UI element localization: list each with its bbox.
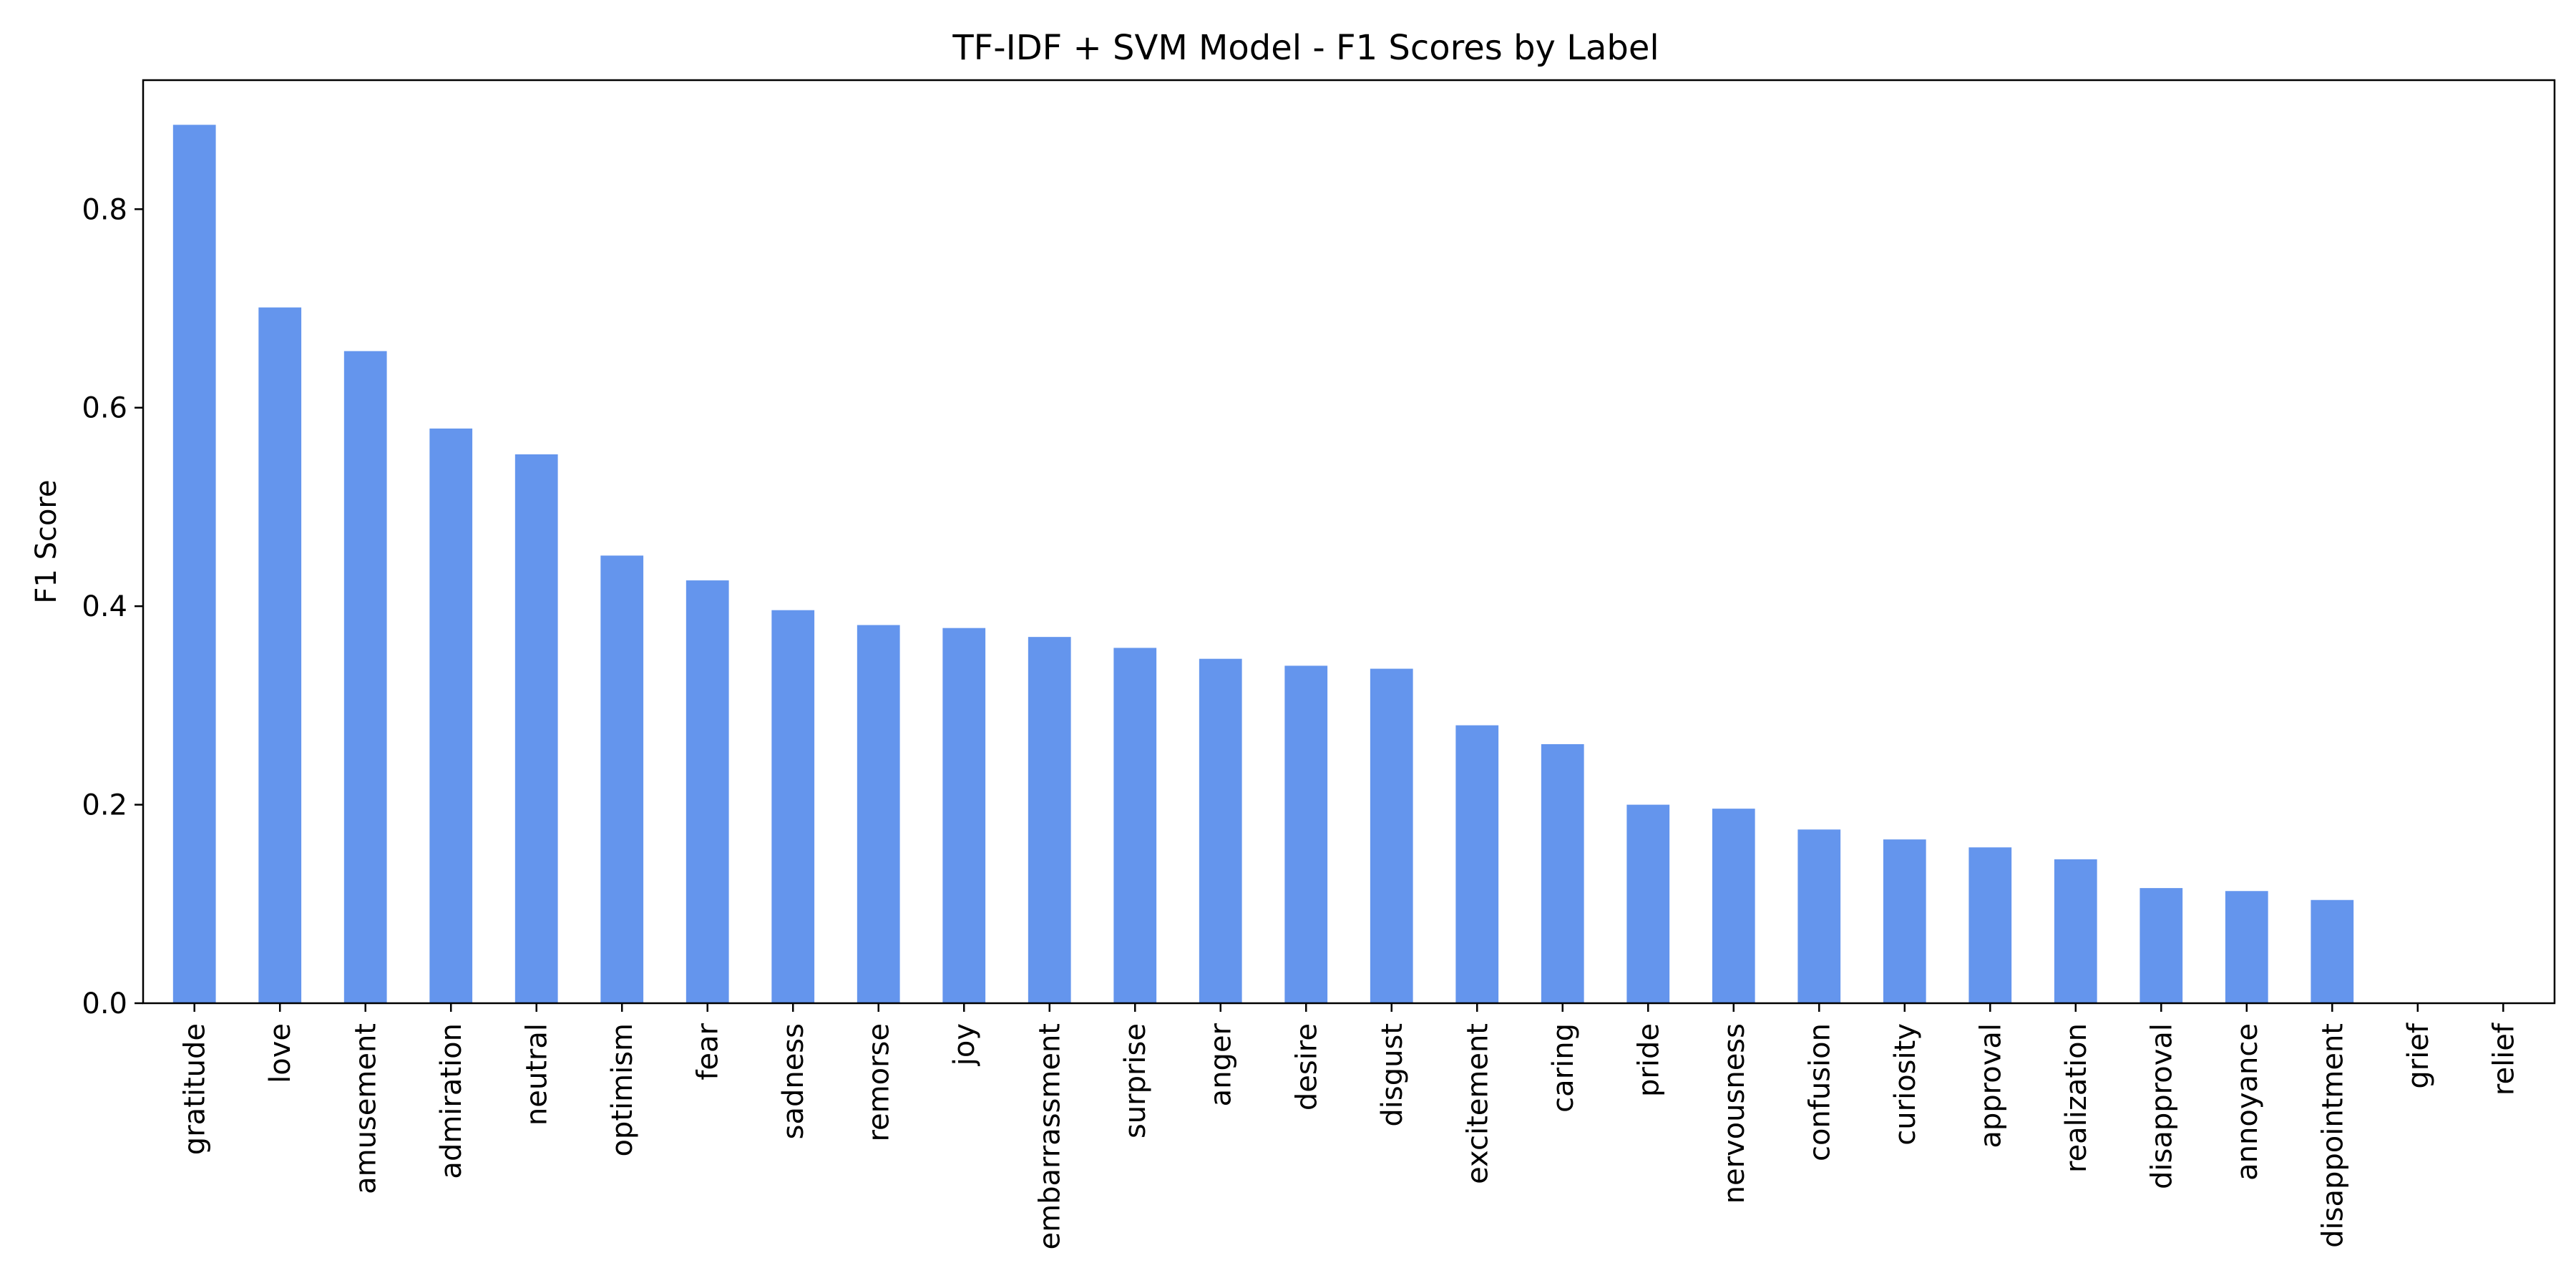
plot-frame [142,79,2556,1005]
y-tick-label: 0.0 [82,987,127,1020]
bar-disgust [1370,668,1413,1003]
x-tick-label: excitement [1461,1023,1494,1184]
x-tick-label: surprise [1119,1023,1152,1138]
x-tick-label: annoyance [2231,1023,2264,1181]
y-tick-label: 0.2 [82,789,127,822]
bar-fear [686,580,729,1003]
x-tick-label: desire [1290,1023,1323,1111]
bar-pride [1626,804,1670,1003]
bar-excitement [1455,725,1499,1003]
chart-title: TF-IDF + SVM Model - F1 Scores by Label [952,28,1659,68]
bar-anger [1199,658,1242,1003]
bar-sadness [771,610,815,1003]
bar-approval [1968,847,2012,1003]
x-tick-label: amusement [350,1023,383,1194]
bar-annoyance [2225,891,2268,1003]
y-axis-ticks: 0.0 0.2 0.4 0.6 0.8 [82,193,143,1020]
x-tick-label: fear [692,1023,725,1080]
bar-gratitude [172,125,216,1003]
x-tick-label: confusion [1803,1023,1836,1161]
x-tick-label: remorse [863,1023,896,1142]
x-tick-label: disapproval [2145,1023,2178,1189]
x-tick-label: neutral [521,1023,554,1126]
x-tick-label: realization [2060,1023,2093,1173]
bar-confusion [1797,829,1841,1003]
bar-realization [2054,859,2097,1003]
x-tick-label: love [264,1023,297,1083]
y-tick-label: 0.4 [82,590,127,623]
bar-curiosity [1883,839,1926,1003]
x-tick-label: pride [1632,1023,1665,1097]
bar-love [258,307,302,1003]
x-tick-label: optimism [606,1023,639,1157]
x-axis-ticks: gratitude love amusement admiration neutral o… [179,1003,2520,1249]
x-tick-label: grief [2402,1023,2435,1089]
x-tick-label: joy [948,1023,981,1066]
bar-nervousness [1712,809,1755,1003]
bar-disapproval [2140,888,2183,1003]
x-tick-label: disgust [1376,1023,1409,1127]
x-tick-label: caring [1547,1023,1580,1113]
y-tick-label: 0.6 [82,392,127,425]
x-tick-label: gratitude [179,1023,212,1155]
x-tick-label: anger [1205,1023,1238,1106]
x-tick-label: curiosity [1889,1023,1922,1146]
bar-desire [1284,665,1328,1003]
x-tick-label: nervousness [1718,1023,1751,1204]
x-tick-label: relief [2487,1023,2520,1096]
bar-embarrassment [1028,637,1071,1003]
bar-remorse [857,625,900,1003]
x-tick-label: embarrassment [1034,1023,1067,1249]
bar-neutral [514,454,558,1003]
x-tick-label: admiration [435,1023,468,1179]
x-tick-label: approval [1974,1023,2007,1148]
bar-disappointment [2311,899,2354,1003]
y-axis-label: F1 Score [30,479,63,603]
bar-caring [1541,743,1584,1003]
bar-optimism [600,555,644,1003]
bar-joy [942,628,986,1003]
x-tick-label: sadness [777,1023,810,1139]
y-tick-label: 0.8 [82,193,127,226]
x-tick-label: disappointment [2316,1023,2349,1248]
bar-amusement [343,351,387,1003]
bars-group [172,125,2354,1003]
bar-admiration [429,428,473,1003]
bar-surprise [1113,648,1157,1003]
